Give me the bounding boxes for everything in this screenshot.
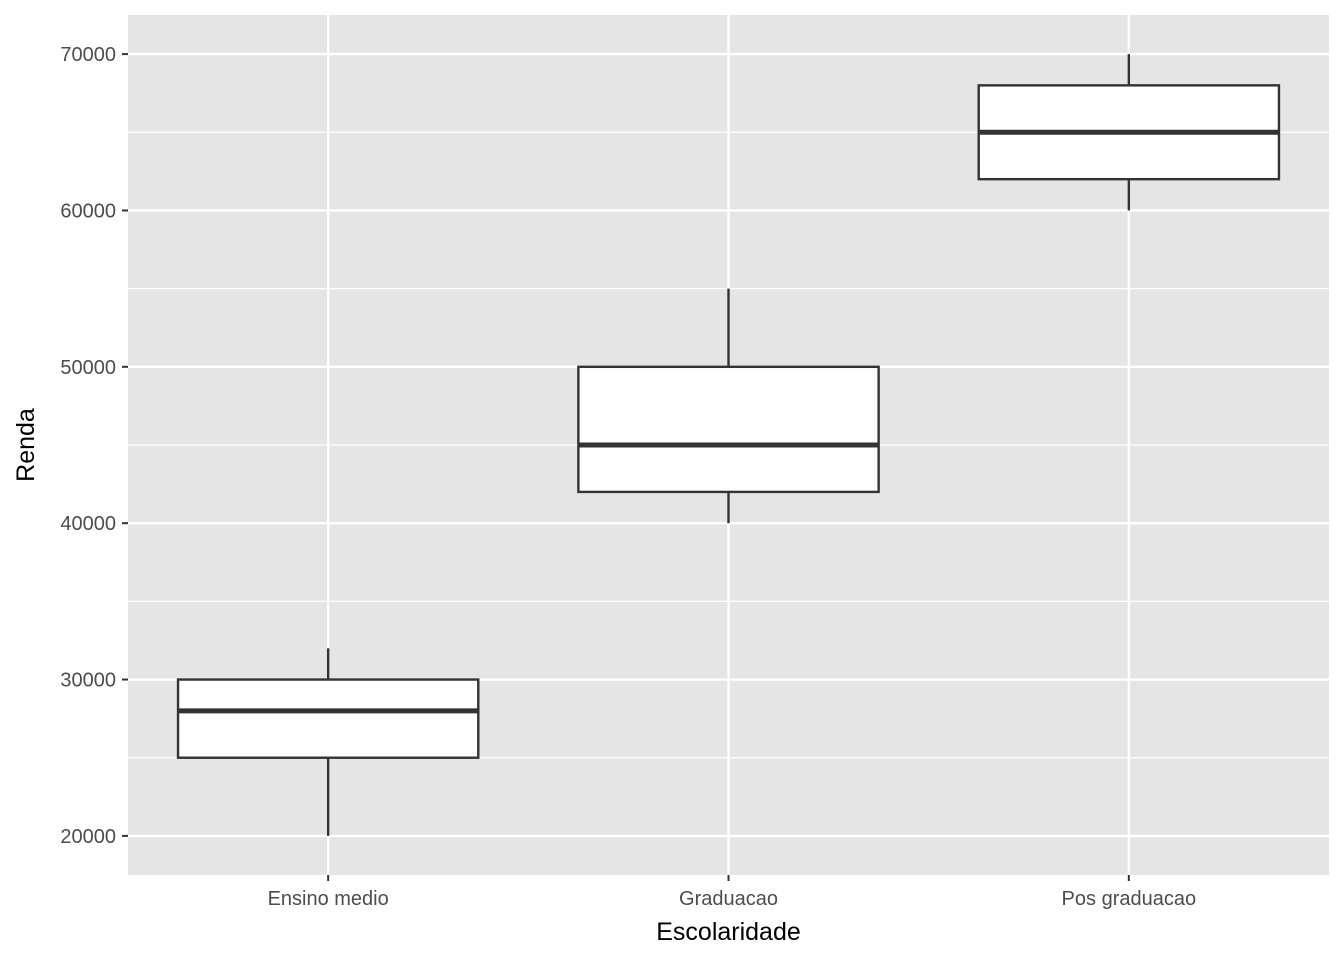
iqr-box <box>176 678 480 759</box>
x-tick-label: Graduacao <box>679 888 778 910</box>
box-pos-graduacao <box>977 54 1281 211</box>
x-tick-label: Ensino medio <box>268 888 389 910</box>
box-layer <box>176 54 1281 836</box>
y-tick-label: 30000 <box>60 670 116 692</box>
y-tick-label: 40000 <box>60 513 116 535</box>
x-axis-title: Escolaridade <box>656 918 801 946</box>
y-tick-label: 50000 <box>60 357 116 379</box>
box-graduacao <box>577 288 880 524</box>
box-ensino-medio <box>176 648 480 836</box>
tick-layer: 20000 30000 40000 50000 60000 70000 Ensino med… <box>60 44 1196 910</box>
y-tick-label: 60000 <box>60 200 116 222</box>
y-tick-label: 20000 <box>60 826 116 848</box>
y-axis-title: Renda <box>12 408 40 482</box>
iqr-box <box>577 365 880 494</box>
x-tick-label: Pos graduacao <box>1062 888 1197 910</box>
y-tick-label: 70000 <box>60 44 116 66</box>
